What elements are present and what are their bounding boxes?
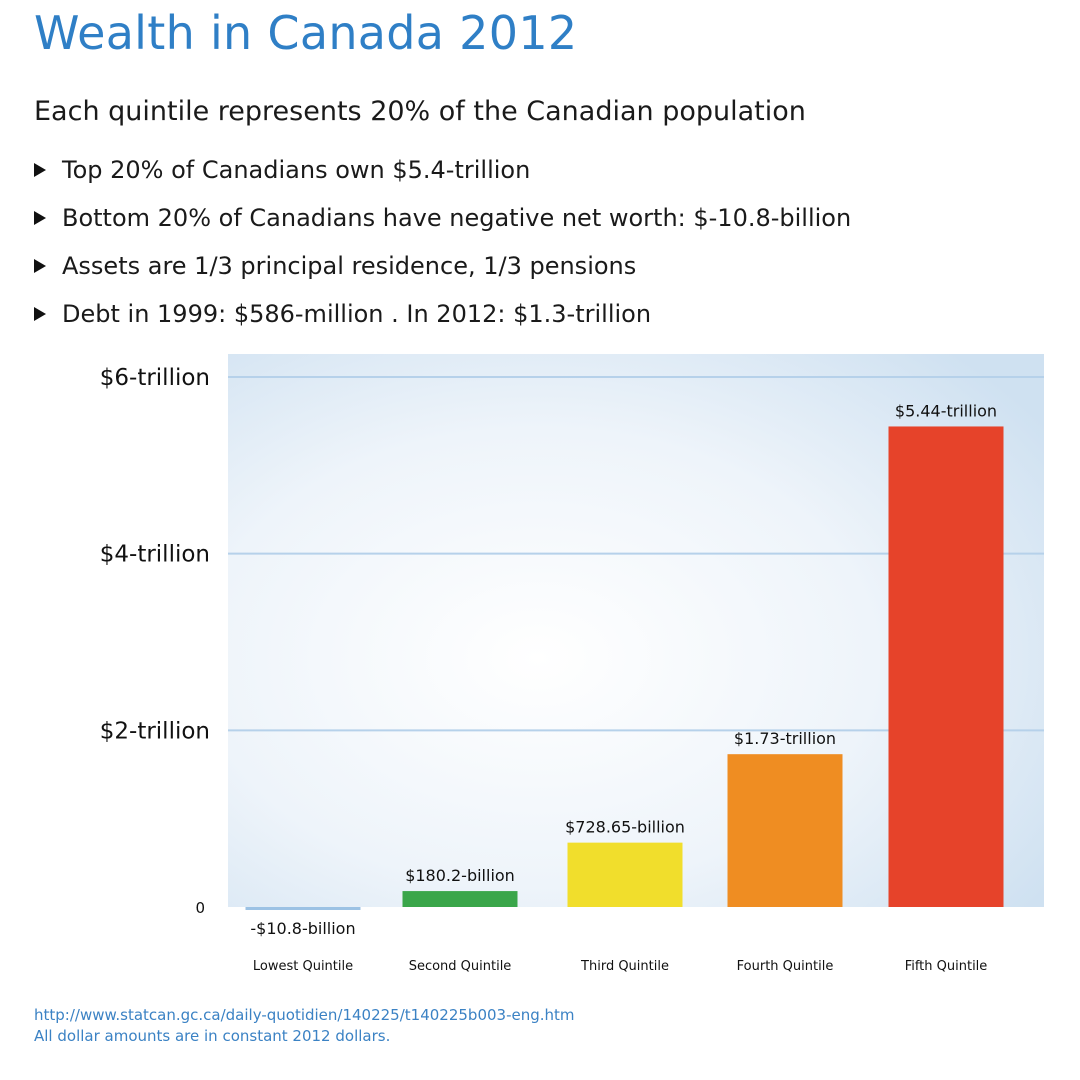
bar bbox=[567, 842, 683, 907]
bullet-text: Assets are 1/3 principal residence, 1/3 … bbox=[62, 252, 637, 280]
bullet-item: Top 20% of Canadians own $5.4-trillion bbox=[34, 146, 851, 194]
x-tick-label: Third Quintile bbox=[580, 959, 669, 974]
bar bbox=[888, 426, 1004, 907]
data-label: $5.44-trillion bbox=[895, 401, 997, 420]
bullet-triangle-icon bbox=[34, 259, 46, 273]
bar bbox=[402, 891, 518, 907]
source-link[interactable]: http://www.statcan.gc.ca/daily-quotidien… bbox=[34, 1006, 575, 1024]
data-label: $180.2-billion bbox=[405, 866, 515, 885]
x-tick-label: Second Quintile bbox=[409, 959, 512, 974]
wealth-bar-chart: 0 $2-trillion $4-trillion $6-trillion -$10.… bbox=[100, 354, 1044, 974]
y-tick-label: 0 bbox=[195, 899, 205, 917]
bullet-item: Assets are 1/3 principal residence, 1/3 … bbox=[34, 242, 851, 290]
bullet-text: Bottom 20% of Canadians have negative ne… bbox=[62, 204, 852, 232]
bullet-item: Bottom 20% of Canadians have negative ne… bbox=[34, 194, 851, 242]
data-label: $728.65-billion bbox=[565, 818, 685, 837]
data-label: $1.73-trillion bbox=[734, 729, 836, 748]
page-subtitle: Each quintile represents 20% of the Cana… bbox=[34, 96, 806, 127]
bullet-list: Top 20% of Canadians own $5.4-trillion B… bbox=[34, 146, 851, 338]
bullet-text: Top 20% of Canadians own $5.4-trillion bbox=[62, 156, 531, 184]
bullet-triangle-icon bbox=[34, 307, 46, 321]
chart-footer: http://www.statcan.gc.ca/daily-quotidien… bbox=[34, 1005, 575, 1047]
y-tick-label: $2-trillion bbox=[100, 718, 210, 744]
x-tick-label: Fourth Quintile bbox=[737, 959, 834, 974]
x-tick-label: Fifth Quintile bbox=[905, 959, 988, 974]
page-title: Wealth in Canada 2012 bbox=[34, 6, 578, 60]
x-tick-label: Lowest Quintile bbox=[253, 959, 353, 974]
y-tick-label: $4-trillion bbox=[100, 542, 210, 568]
bar bbox=[727, 754, 843, 907]
y-tick-label: $6-trillion bbox=[100, 365, 210, 391]
data-label: -$10.8-billion bbox=[250, 919, 355, 938]
footnote: All dollar amounts are in constant 2012 … bbox=[34, 1027, 391, 1045]
bullet-text: Debt in 1999: $586-million . In 2012: $1… bbox=[62, 300, 652, 328]
bullet-triangle-icon bbox=[34, 163, 46, 177]
bar bbox=[245, 907, 361, 910]
bullet-item: Debt in 1999: $586-million . In 2012: $1… bbox=[34, 290, 851, 338]
bullet-triangle-icon bbox=[34, 211, 46, 225]
